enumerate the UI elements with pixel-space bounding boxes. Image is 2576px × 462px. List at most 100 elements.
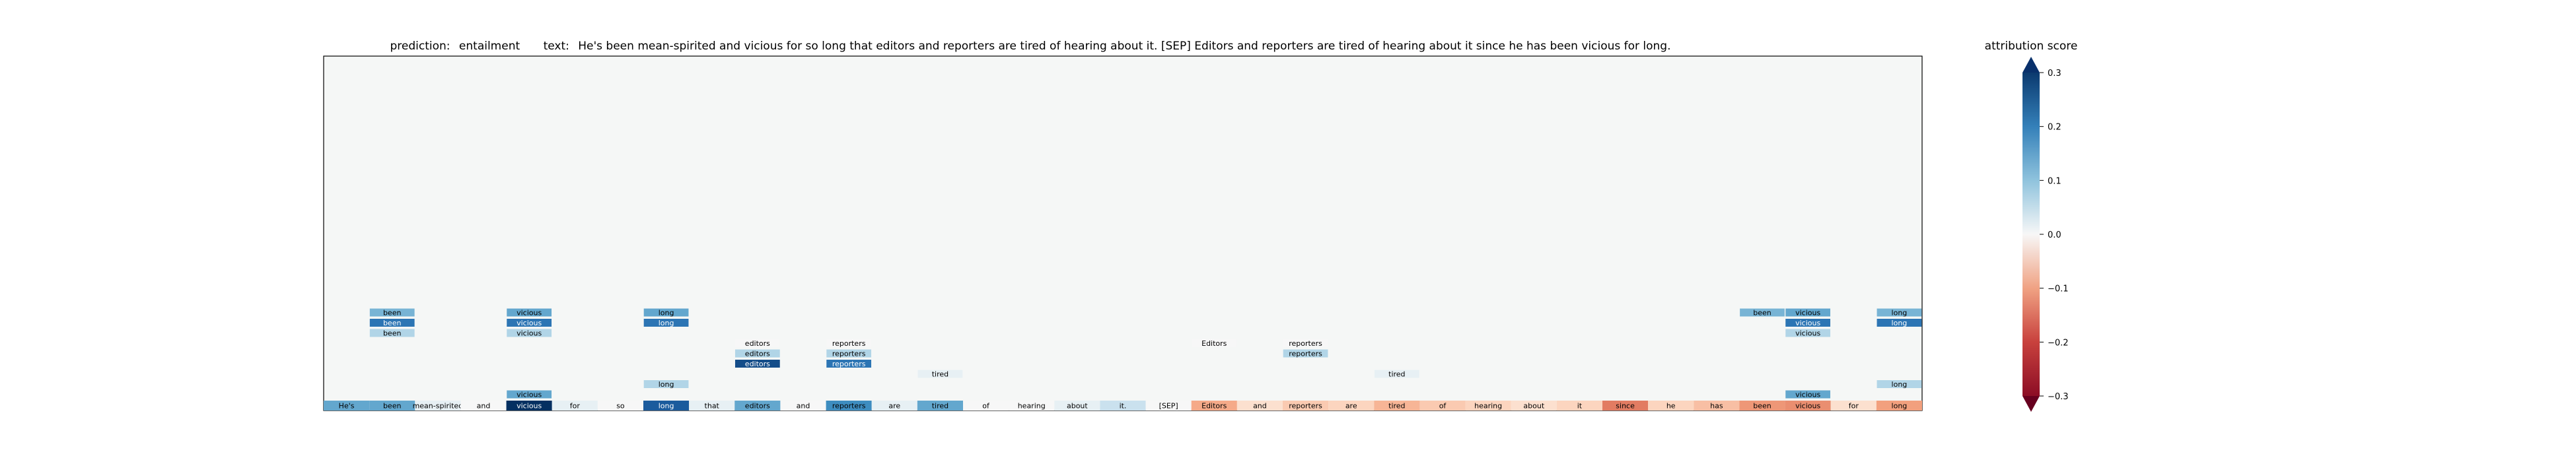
stack-cell-label: vicious: [1795, 308, 1820, 317]
stack-cell: long: [643, 380, 689, 389]
token-cell-label: that: [705, 401, 720, 410]
stack-cell-label: been: [1753, 308, 1771, 317]
token-cell-rect: [1374, 401, 1420, 411]
token-cell: been: [369, 401, 415, 411]
stack-cell: editors: [734, 360, 780, 368]
colorbar-tick-label: 0.0: [2048, 230, 2061, 240]
token-cell-rect: [415, 401, 461, 411]
stack-cell-rect: [369, 329, 415, 337]
stack-cell-label: editors: [745, 339, 770, 348]
token-cell-label: reporters: [1289, 401, 1322, 410]
token-cell: has: [1694, 401, 1740, 411]
colorbar-title: attribution score: [1985, 40, 2078, 53]
stack-cell: reporters: [826, 339, 872, 348]
prediction-label: prediction:: [390, 40, 450, 53]
stack-cell-label: reporters: [1289, 339, 1322, 348]
stack-cell-rect: [1283, 339, 1328, 347]
token-cell-label: He's: [339, 401, 355, 410]
prediction-value: entailment: [459, 40, 520, 53]
token-cell: so: [597, 401, 643, 411]
token-cell: vicious: [1785, 401, 1831, 411]
stack-cell: vicious: [1785, 329, 1831, 337]
stack-cell: long: [1877, 319, 1922, 327]
token-cell-rect: [1191, 401, 1237, 411]
token-cell-label: been: [383, 401, 402, 410]
token-cell: and: [1236, 401, 1283, 411]
stack-cell-label: vicious: [517, 390, 542, 399]
token-cell: [SEP]: [1145, 401, 1192, 411]
stack-cell-rect: [826, 360, 872, 368]
stack-cell: been: [369, 308, 415, 317]
plot-area: [323, 55, 1923, 411]
stack-cell-label: tired: [1388, 370, 1405, 378]
token-cell-rect: [1648, 401, 1694, 411]
token-cell-rect: [734, 401, 781, 411]
stack-cell-rect: [1785, 308, 1831, 317]
token-cell: about: [1511, 401, 1557, 411]
token-cell: are: [1328, 401, 1375, 411]
token-cell: been: [1739, 401, 1785, 411]
token-cell: about: [1054, 401, 1100, 411]
stack-cell: vicious: [1785, 308, 1831, 317]
stack-cell-rect: [917, 370, 963, 378]
stack-cell-label: been: [383, 319, 402, 327]
stack-cell-rect: [826, 349, 872, 358]
token-cell-rect: [1602, 401, 1649, 411]
token-cell-label: of: [1439, 401, 1447, 410]
stack-cell-rect: [1785, 390, 1831, 399]
token-cell: editors: [734, 401, 781, 411]
token-cell-rect: [1785, 401, 1831, 411]
stack-cell-rect: [507, 308, 552, 317]
stack-cell: tired: [1374, 370, 1419, 378]
stack-cell: vicious: [1785, 390, 1831, 399]
colorbar-tick-label: −0.2: [2048, 338, 2069, 348]
token-cell-rect: [1283, 401, 1329, 411]
token-cell-label: for: [1849, 401, 1859, 410]
token-cell-rect: [1328, 401, 1375, 411]
token-cell-label: has: [1710, 401, 1723, 410]
token-cell: of: [963, 401, 1009, 411]
token-cell-rect: [460, 401, 507, 411]
token-cell: reporters: [826, 401, 872, 411]
heatmap-cells: He's been mean-spirited and vicious for so long…: [324, 308, 1922, 411]
stack-cell-label: vicious: [517, 319, 542, 327]
token-cell-label: are: [1345, 401, 1357, 410]
stack-cell-rect: [1785, 319, 1831, 327]
token-cell: tired: [1374, 401, 1420, 411]
token-cell: He's: [324, 401, 370, 411]
stack-cell-label: reporters: [832, 339, 866, 348]
token-cell: are: [871, 401, 917, 411]
stack-cell-rect: [826, 339, 872, 347]
token-cell: long: [643, 401, 690, 411]
stack-cell-label: been: [383, 308, 402, 317]
stack-cell-rect: [643, 380, 689, 388]
stack-cell-label: long: [659, 319, 674, 327]
stack-cell: vicious: [507, 329, 552, 337]
stack-cell: been: [1740, 308, 1785, 317]
token-cell-rect: [1100, 401, 1146, 411]
token-cell: tired: [917, 401, 963, 411]
token-cell-label: long: [659, 401, 674, 410]
colorbar-tick-label: 0.2: [2048, 123, 2061, 133]
token-cell-rect: [1876, 401, 1922, 411]
token-cell-rect: [1054, 401, 1100, 411]
token-cell-rect: [1739, 401, 1785, 411]
token-cell-rect: [597, 401, 643, 411]
stack-cell-rect: [1877, 308, 1922, 317]
stack-cell: reporters: [826, 349, 872, 358]
colorbar-gradient: [2022, 73, 2040, 396]
token-cell-rect: [1511, 401, 1557, 411]
token-cell-rect: [1145, 401, 1192, 411]
token-cell-rect: [1830, 401, 1877, 411]
token-cell-rect: [1419, 401, 1466, 411]
stack-cell-label: long: [1892, 319, 1908, 327]
stack-cell: long: [1877, 308, 1922, 317]
stack-cell-rect: [1283, 349, 1328, 358]
token-cell-label: and: [1253, 401, 1267, 410]
colorbar-extend-bottom: [2022, 396, 2040, 412]
stack-cell-label: vicious: [517, 329, 542, 337]
stack-cell: vicious: [507, 308, 552, 317]
token-cell: of: [1419, 401, 1466, 411]
stack-cell-label: Editors: [1201, 339, 1227, 348]
